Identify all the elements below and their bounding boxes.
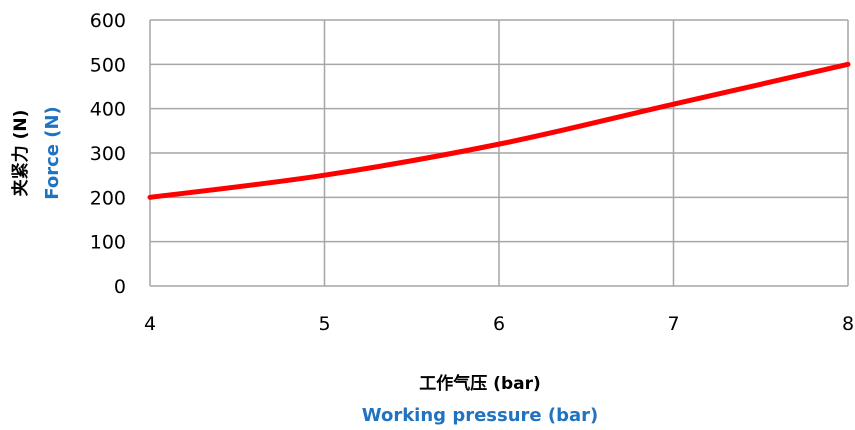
- y-tick-label: 500: [90, 54, 126, 76]
- y-axis-label-cn: 夹紧力 (N): [10, 110, 31, 197]
- x-axis-label-cn: 工作气压 (bar): [419, 373, 540, 394]
- grid: [149, 19, 849, 287]
- y-tick-label: 300: [90, 143, 126, 165]
- x-tick-label: 8: [842, 313, 854, 335]
- y-tick-label: 0: [114, 276, 126, 298]
- force-series-line: [147, 61, 851, 200]
- y-axis-label-en: Force (N): [42, 106, 63, 199]
- y-axis-ticks: 0 100 200 300 400 500 600: [90, 10, 126, 298]
- x-tick-label: 4: [144, 313, 156, 335]
- x-axis-label-en: Working pressure (bar): [362, 405, 599, 426]
- y-tick-label: 400: [90, 99, 126, 121]
- plot-area: [147, 61, 851, 200]
- x-tick-label: 7: [667, 313, 679, 335]
- y-tick-label: 200: [90, 187, 126, 209]
- y-tick-label: 100: [90, 232, 126, 254]
- x-tick-label: 6: [493, 313, 505, 335]
- x-tick-label: 5: [318, 313, 330, 335]
- y-tick-label: 600: [90, 10, 126, 32]
- x-axis-ticks: 4 5 6 7 8: [144, 313, 854, 335]
